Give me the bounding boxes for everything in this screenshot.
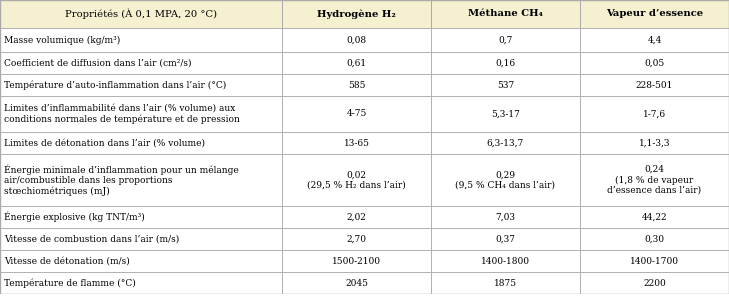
Text: 1400-1700: 1400-1700 — [630, 257, 679, 266]
Bar — [0, 272, 282, 294]
Text: Méthane CH₄: Méthane CH₄ — [468, 10, 543, 18]
Text: 0,29
(9,5 % CH₄ dans l’air): 0,29 (9,5 % CH₄ dans l’air) — [456, 170, 555, 190]
Text: 5,3-17: 5,3-17 — [491, 109, 520, 119]
Text: 2,70: 2,70 — [346, 235, 367, 243]
Bar — [0, 28, 282, 52]
Bar — [431, 206, 580, 228]
Bar — [580, 154, 729, 206]
Text: 1875: 1875 — [494, 279, 517, 288]
Text: Vitesse de détonation (m/s): Vitesse de détonation (m/s) — [4, 257, 130, 266]
Text: Hydrogène H₂: Hydrogène H₂ — [317, 9, 396, 19]
Bar — [431, 52, 580, 74]
Bar — [282, 74, 431, 96]
Bar — [0, 294, 729, 298]
Text: 1-7,6: 1-7,6 — [643, 109, 666, 119]
Text: 2,02: 2,02 — [346, 212, 367, 221]
Bar — [580, 132, 729, 154]
Bar — [282, 96, 431, 132]
Bar — [0, 206, 282, 228]
Bar — [0, 132, 282, 154]
Bar — [580, 96, 729, 132]
Text: 4,4: 4,4 — [647, 35, 662, 44]
Bar — [580, 228, 729, 250]
Bar — [431, 96, 580, 132]
Bar — [431, 272, 580, 294]
Text: 228-501: 228-501 — [636, 80, 673, 89]
Bar — [282, 272, 431, 294]
Text: 0,7: 0,7 — [499, 35, 512, 44]
Bar — [580, 0, 729, 28]
Text: 4-75: 4-75 — [346, 109, 367, 119]
Bar — [580, 28, 729, 52]
Bar — [0, 228, 282, 250]
Text: 1,1-3,3: 1,1-3,3 — [639, 139, 670, 148]
Bar — [431, 28, 580, 52]
Text: Limites d’inflammabilité dans l’air (% volume) aux
conditions normales de tempér: Limites d’inflammabilité dans l’air (% v… — [4, 104, 240, 124]
Bar — [580, 206, 729, 228]
Bar — [580, 74, 729, 96]
Bar — [282, 228, 431, 250]
Text: 7,03: 7,03 — [496, 212, 515, 221]
Bar — [431, 132, 580, 154]
Text: 0,61: 0,61 — [346, 58, 367, 68]
Text: 537: 537 — [497, 80, 514, 89]
Text: 1500-2100: 1500-2100 — [332, 257, 381, 266]
Text: Vapeur d’essence: Vapeur d’essence — [606, 10, 703, 18]
Text: 44,22: 44,22 — [642, 212, 667, 221]
Text: 0,08: 0,08 — [346, 35, 367, 44]
Text: 0,05: 0,05 — [644, 58, 665, 68]
Text: 6,3-13,7: 6,3-13,7 — [487, 139, 524, 148]
Bar — [580, 272, 729, 294]
Text: 1400-1800: 1400-1800 — [481, 257, 530, 266]
Text: 0,37: 0,37 — [496, 235, 515, 243]
Bar — [0, 0, 282, 28]
Text: Température de flamme (°C): Température de flamme (°C) — [4, 278, 136, 288]
Text: 2045: 2045 — [345, 279, 368, 288]
Bar — [0, 96, 282, 132]
Bar — [0, 52, 282, 74]
Bar — [0, 250, 282, 272]
Bar — [282, 0, 431, 28]
Bar — [282, 206, 431, 228]
Bar — [431, 154, 580, 206]
Text: 0,24
(1,8 % de vapeur
d’essence dans l’air): 0,24 (1,8 % de vapeur d’essence dans l’a… — [607, 165, 701, 195]
Bar — [282, 28, 431, 52]
Text: Énergie explosive (kg TNT/m³): Énergie explosive (kg TNT/m³) — [4, 212, 145, 222]
Text: 13-65: 13-65 — [343, 139, 370, 148]
Text: Vitesse de combustion dans l’air (m/s): Vitesse de combustion dans l’air (m/s) — [4, 235, 179, 243]
Bar — [282, 154, 431, 206]
Bar — [282, 52, 431, 74]
Text: 585: 585 — [348, 80, 365, 89]
Text: Température d’auto-inflammation dans l’air (°C): Température d’auto-inflammation dans l’a… — [4, 80, 226, 90]
Text: Masse volumique (kg/m³): Masse volumique (kg/m³) — [4, 35, 120, 45]
Bar — [580, 250, 729, 272]
Bar — [282, 132, 431, 154]
Text: Coefficient de diffusion dans l’air (cm²/s): Coefficient de diffusion dans l’air (cm²… — [4, 58, 192, 68]
Bar — [0, 74, 282, 96]
Text: 2200: 2200 — [643, 279, 666, 288]
Bar — [431, 74, 580, 96]
Bar — [0, 154, 282, 206]
Bar — [431, 228, 580, 250]
Bar — [580, 52, 729, 74]
Text: Limites de détonation dans l’air (% volume): Limites de détonation dans l’air (% volu… — [4, 139, 205, 148]
Text: Énergie minimale d’inflammation pour un mélange
air/combustible dans les proport: Énergie minimale d’inflammation pour un … — [4, 164, 239, 196]
Text: 0,30: 0,30 — [644, 235, 665, 243]
Text: 0,02
(29,5 % H₂ dans l’air): 0,02 (29,5 % H₂ dans l’air) — [307, 170, 406, 190]
Bar — [282, 250, 431, 272]
Bar — [431, 0, 580, 28]
Text: Propriétés (À 0,1 MPA, 20 °C): Propriétés (À 0,1 MPA, 20 °C) — [65, 9, 217, 19]
Bar — [431, 250, 580, 272]
Text: 0,16: 0,16 — [496, 58, 515, 68]
